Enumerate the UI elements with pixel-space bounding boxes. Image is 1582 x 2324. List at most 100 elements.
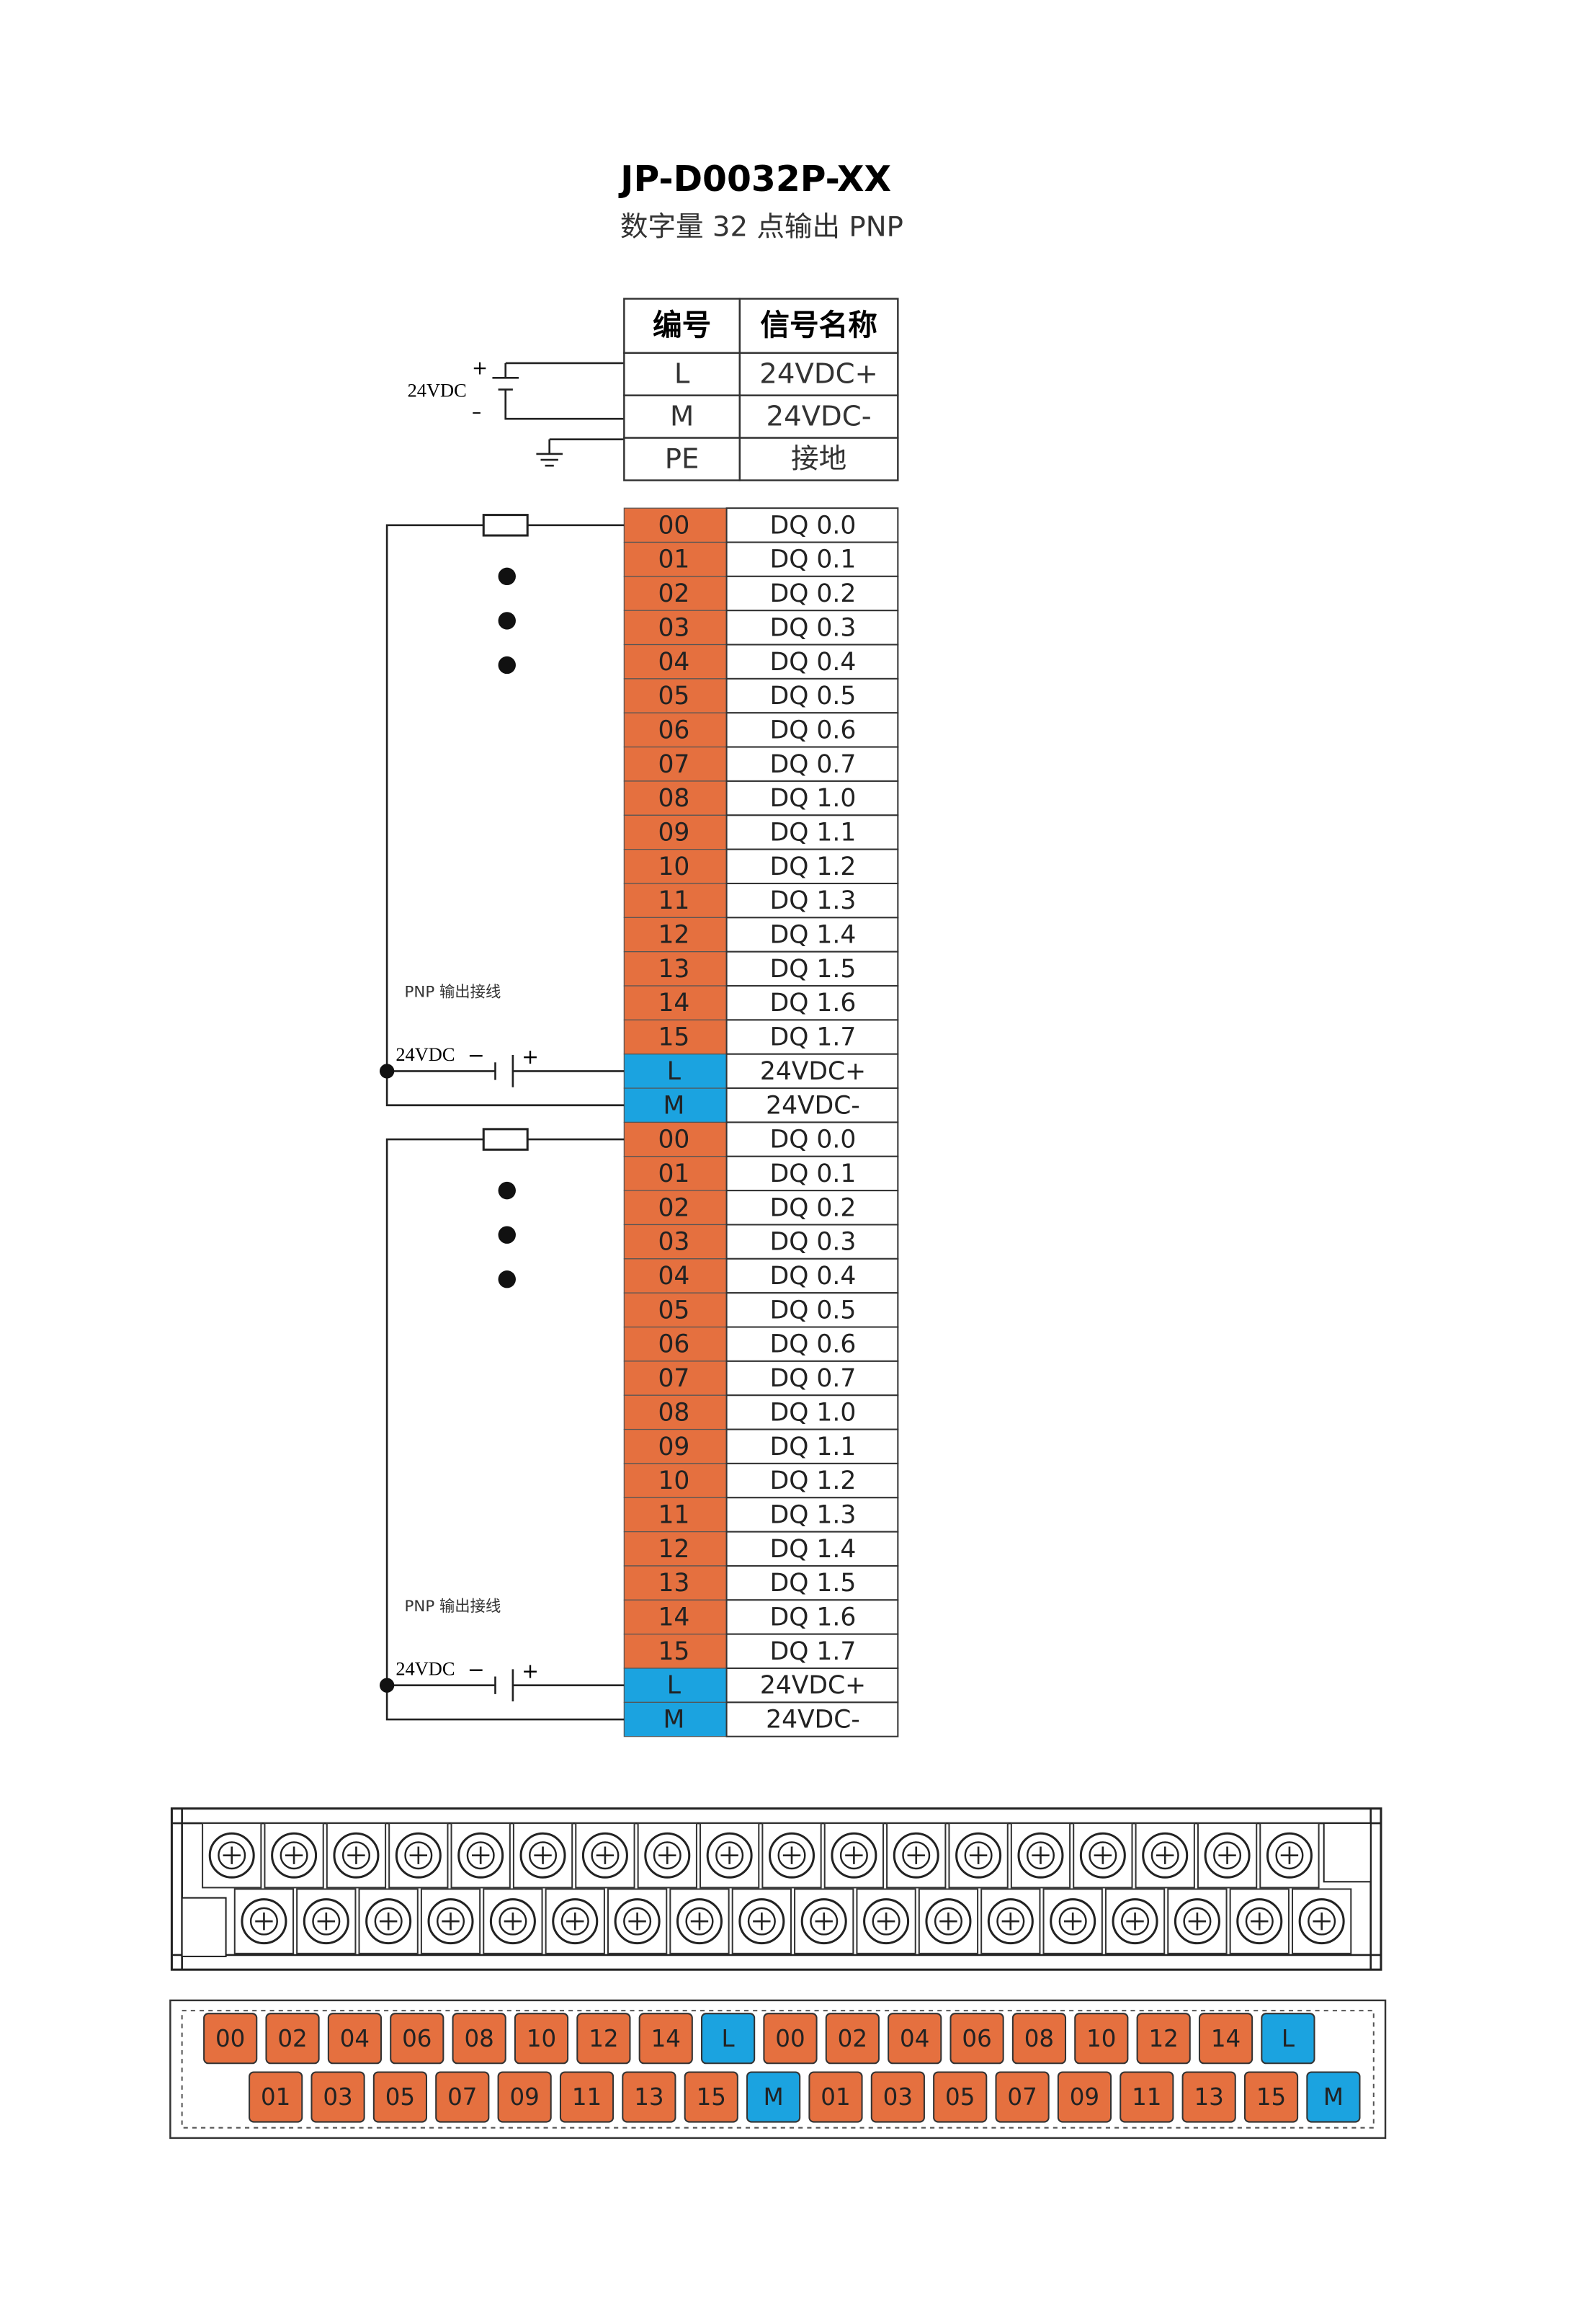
table-text: M bbox=[670, 401, 694, 433]
terminal-label-box bbox=[514, 2013, 569, 2065]
terminal-label: 08 bbox=[1024, 2025, 1054, 2052]
signal-code: 09 bbox=[658, 1433, 689, 1461]
terminal-end bbox=[1323, 1822, 1372, 1883]
signal-name-cell bbox=[725, 644, 899, 680]
signal-code: 04 bbox=[658, 648, 689, 677]
signal-name: 24VDC- bbox=[766, 1091, 860, 1120]
signal-name-cell bbox=[725, 1257, 899, 1294]
table-text: PE bbox=[665, 443, 700, 476]
screw-slot bbox=[1094, 1846, 1112, 1864]
terminal-label: 02 bbox=[277, 2025, 307, 2052]
signal-code-cell bbox=[623, 1224, 728, 1260]
terminal-label-box bbox=[933, 2071, 988, 2123]
signal-code-cell bbox=[623, 1701, 728, 1737]
screw-slot bbox=[939, 1912, 957, 1931]
screw-slot bbox=[845, 1846, 863, 1864]
signal-name-cell bbox=[725, 1428, 899, 1464]
terminal-label-box bbox=[1306, 2071, 1361, 2123]
table-cell bbox=[738, 394, 899, 439]
signal-code: 13 bbox=[658, 1569, 689, 1598]
signal-name: DQ 0.5 bbox=[770, 682, 857, 711]
screw-slot bbox=[504, 1912, 522, 1931]
terminal-label-box bbox=[1243, 2071, 1299, 2123]
terminal-label: 09 bbox=[509, 2083, 539, 2111]
title: JP-D0032P-XX bbox=[618, 159, 891, 200]
screw-slot bbox=[255, 1912, 273, 1931]
terminal-label: 05 bbox=[945, 2083, 975, 2111]
power-wires bbox=[492, 362, 625, 467]
terminal-label: 00 bbox=[775, 2025, 805, 2052]
table-text: L bbox=[674, 358, 690, 391]
signal-name: DQ 0.7 bbox=[770, 750, 857, 779]
signal-name: DQ 1.0 bbox=[770, 784, 857, 813]
signal-code: 07 bbox=[658, 1364, 689, 1393]
signal-name: DQ 0.2 bbox=[770, 579, 857, 608]
signal-name: DQ 1.2 bbox=[770, 1466, 857, 1495]
signal-name-cell bbox=[725, 1701, 899, 1737]
screw-slot bbox=[1126, 1912, 1144, 1931]
screw-slot bbox=[720, 1846, 738, 1864]
signal-code: 15 bbox=[658, 1637, 689, 1666]
signal-code-cell bbox=[623, 1156, 728, 1191]
signal-code: 05 bbox=[658, 682, 689, 711]
signal-name-cell bbox=[725, 1326, 899, 1362]
screw-slot bbox=[1280, 1846, 1299, 1864]
terminal-label-box bbox=[1198, 2013, 1253, 2065]
screw-slot bbox=[409, 1846, 428, 1864]
dot bbox=[498, 656, 516, 675]
resistor bbox=[482, 1128, 529, 1151]
signal-code-cell bbox=[623, 541, 728, 577]
signal-name: DQ 0.1 bbox=[770, 546, 857, 574]
terminal-label-box bbox=[390, 2013, 444, 2065]
dot bbox=[498, 1181, 516, 1200]
signal-code: 08 bbox=[658, 1398, 689, 1427]
terminal-label: 06 bbox=[962, 2025, 991, 2052]
table-text: 接地 bbox=[791, 443, 846, 476]
signal-name-cell bbox=[725, 507, 899, 543]
terminal-label-box bbox=[1136, 2013, 1191, 2065]
signal-code: 01 bbox=[658, 1159, 689, 1188]
signal-name: DQ 0.0 bbox=[770, 511, 857, 540]
terminal-label: 11 bbox=[572, 2083, 602, 2111]
signal-name: DQ 1.4 bbox=[770, 1535, 857, 1564]
screw-slot bbox=[347, 1846, 365, 1864]
signal-name: DQ 0.0 bbox=[770, 1126, 857, 1154]
screw-slot bbox=[907, 1846, 925, 1864]
signal-name-cell bbox=[725, 780, 899, 816]
screw-slot bbox=[1218, 1846, 1236, 1864]
terminal-label-box bbox=[684, 2071, 738, 2123]
table-cell bbox=[623, 394, 741, 439]
signal-name: DQ 1.5 bbox=[770, 1569, 857, 1598]
signal-name-cell bbox=[725, 1633, 899, 1670]
screw-slot bbox=[379, 1912, 398, 1931]
supply-minus: − bbox=[468, 1043, 485, 1067]
signal-name-cell bbox=[725, 1224, 899, 1260]
group-label: PNP 输出接线 bbox=[405, 983, 501, 1001]
terminal-label: 09 bbox=[1070, 2083, 1099, 2111]
terminal-label: L bbox=[722, 2025, 735, 2052]
signal-code: L bbox=[667, 1671, 681, 1700]
terminal-label-box bbox=[203, 2013, 258, 2065]
signal-code-cell bbox=[623, 883, 728, 918]
terminal-label-box bbox=[372, 2071, 428, 2123]
terminal-label-box bbox=[888, 2013, 942, 2065]
terminal-label: 07 bbox=[447, 2083, 477, 2111]
signal-name-cell bbox=[725, 610, 899, 646]
terminal-label: 15 bbox=[1256, 2083, 1286, 2111]
signal-code-cell bbox=[623, 1668, 728, 1703]
terminal-label: 04 bbox=[900, 2025, 929, 2052]
signal-name-cell bbox=[725, 814, 899, 850]
signal-name-cell bbox=[725, 1087, 899, 1123]
signal-name-cell bbox=[725, 1497, 899, 1533]
table-cell bbox=[738, 437, 899, 481]
screw-slot bbox=[1063, 1912, 1082, 1931]
table-text: 24VDC+ bbox=[759, 358, 878, 391]
signal-name-cell bbox=[725, 1599, 899, 1635]
power-minus: – bbox=[472, 401, 481, 424]
signal-code-cell bbox=[623, 1326, 728, 1362]
signal-code: 08 bbox=[658, 784, 689, 813]
terminal-label: L bbox=[1282, 2025, 1295, 2052]
terminal-label-box bbox=[1011, 2013, 1067, 2065]
signal-name-cell bbox=[725, 1462, 899, 1499]
signal-code: 03 bbox=[658, 613, 689, 642]
